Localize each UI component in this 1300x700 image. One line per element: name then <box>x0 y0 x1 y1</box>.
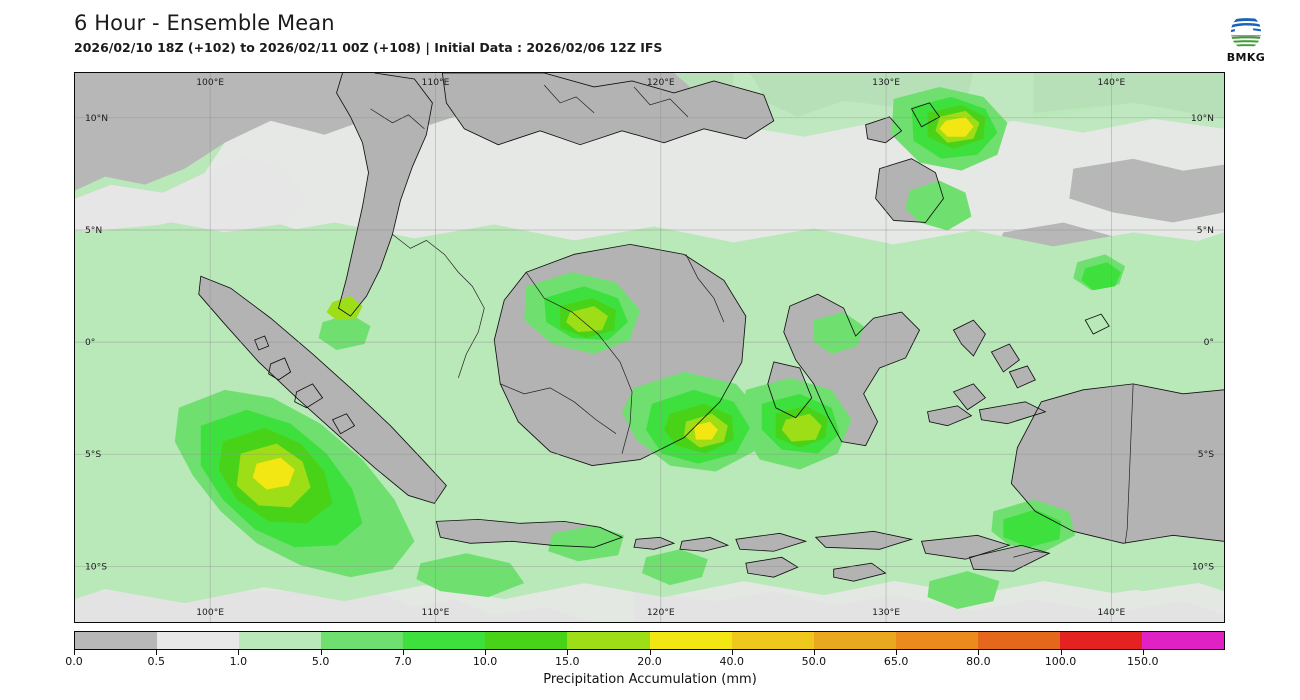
colorbar-segment-7 <box>649 632 732 649</box>
colorbar-tick-7 <box>649 650 651 655</box>
lat-label-left-0: 0° <box>85 337 95 348</box>
lat-label-right-10N: 10°N <box>1191 113 1214 124</box>
colorbar-tick-13 <box>1142 650 1144 655</box>
colorbar-tick-6 <box>567 650 569 655</box>
page-subtitle: 2026/02/10 18Z (+102) to 2026/02/11 00Z … <box>74 40 663 55</box>
colorbar-tick-5 <box>485 650 487 655</box>
colorbar-tick-label-13: 150.0 <box>1127 655 1159 668</box>
colorbar-tick-label-4: 7.0 <box>394 655 412 668</box>
lon-label-bottom-100: 100°E <box>196 607 224 618</box>
lon-label-top-100: 100°E <box>196 77 224 88</box>
colorbar-segment-1 <box>157 632 240 649</box>
lat-label-right-0: 0° <box>1204 337 1214 348</box>
coastlines <box>198 73 1224 582</box>
colorbar-tick-11 <box>978 650 980 655</box>
lon-label-top-120: 120°E <box>647 77 675 88</box>
lon-label-bottom-130: 130°E <box>872 607 900 618</box>
map-gridlines <box>75 73 1224 622</box>
lon-label-top-110: 110°E <box>422 77 450 88</box>
colorbar-tick-10 <box>896 650 898 655</box>
colorbar-tick-label-1: 0.5 <box>147 655 165 668</box>
lon-label-bottom-140: 140°E <box>1097 607 1125 618</box>
colorbar-segment-11 <box>977 632 1060 649</box>
colorbar-tick-label-3: 5.0 <box>311 655 330 668</box>
colorbar-tick-label-0: 0.0 <box>65 655 83 668</box>
colorbar-tick-0 <box>74 650 75 655</box>
colorbar-tick-4 <box>402 650 404 655</box>
colorbar-segment-6 <box>567 632 650 649</box>
colorbar-label: Precipitation Accumulation (mm) <box>543 672 757 687</box>
precip-band-20-40 <box>252 116 974 490</box>
colorbar-tick-label-9: 50.0 <box>801 655 827 668</box>
lon-label-bottom-120: 120°E <box>647 607 675 618</box>
colorbar-tick-label-10: 65.0 <box>883 655 909 668</box>
colorbar-tick-label-11: 80.0 <box>966 655 991 668</box>
colorbar-tick-label-7: 20.0 <box>637 655 662 668</box>
header-block: 6 Hour - Ensemble Mean 2026/02/10 18Z (+… <box>74 10 662 57</box>
lat-label-right-5S: 5°S <box>1198 449 1214 460</box>
precip-field <box>75 73 1224 622</box>
lon-label-top-130: 130°E <box>872 77 900 88</box>
bmkg-logo-text: BMKG <box>1226 51 1266 64</box>
colorbar-tick-9 <box>813 650 815 655</box>
bmkg-logo: BMKG <box>1214 14 1278 68</box>
colorbar-tick-label-5: 10.0 <box>472 655 498 668</box>
colorbar-segment-9 <box>813 632 896 649</box>
colorbar-tick-12 <box>1060 650 1062 655</box>
colorbar-segment-4 <box>403 632 486 649</box>
map-canvas[interactable]: 100°E 110°E 120°E 130°E 140°E 100°E 110°… <box>74 72 1225 623</box>
lat-label-right-5N: 5°N <box>1197 225 1214 236</box>
lat-label-left-5N: 5°N <box>85 225 102 236</box>
lat-label-left-5S: 5°S <box>85 449 101 460</box>
colorbar-tick-label-6: 15.0 <box>555 655 580 668</box>
colorbar-tick-3 <box>320 650 322 655</box>
lon-label-top-140: 140°E <box>1097 77 1125 88</box>
colorbar-tick-1 <box>156 650 158 655</box>
colorbar-segment-8 <box>731 632 814 649</box>
colorbar-segment-3 <box>321 632 404 649</box>
colorbar-tick-8 <box>731 650 733 655</box>
colorbar-segment-2 <box>239 632 322 649</box>
lat-label-left-10S: 10°S <box>85 561 107 572</box>
colorbar-tick-label-8: 40.0 <box>719 655 744 668</box>
colorbar[interactable] <box>74 631 1225 650</box>
colorbar-tick-label-2: 1.0 <box>229 655 248 668</box>
lat-label-left-10N: 10°N <box>85 113 108 124</box>
map-axis-labels: 100°E 110°E 120°E 130°E 140°E 100°E 110°… <box>85 77 1214 618</box>
map-svg: 100°E 110°E 120°E 130°E 140°E 100°E 110°… <box>75 73 1224 622</box>
bmkg-globe-icon <box>1230 14 1262 50</box>
lat-label-right-10S: 10°S <box>1192 561 1214 572</box>
colorbar-segment-12 <box>1059 632 1143 649</box>
colorbar-tick-label-12: 100.0 <box>1044 655 1077 668</box>
colorbar-segment-13 <box>1142 632 1225 649</box>
colorbar-segment-0 <box>75 632 158 649</box>
page-title: 6 Hour - Ensemble Mean <box>74 11 335 35</box>
colorbar-segment-10 <box>895 632 978 649</box>
lon-label-bottom-110: 110°E <box>422 607 450 618</box>
colorbar-tick-2 <box>238 650 240 655</box>
colorbar-segment-5 <box>485 632 568 649</box>
colorbar-ticks: 0.0 0.5 1.0 5.0 7.0 10.0 15.0 20.0 40.0 50.0 65.0 8… <box>65 650 1225 668</box>
